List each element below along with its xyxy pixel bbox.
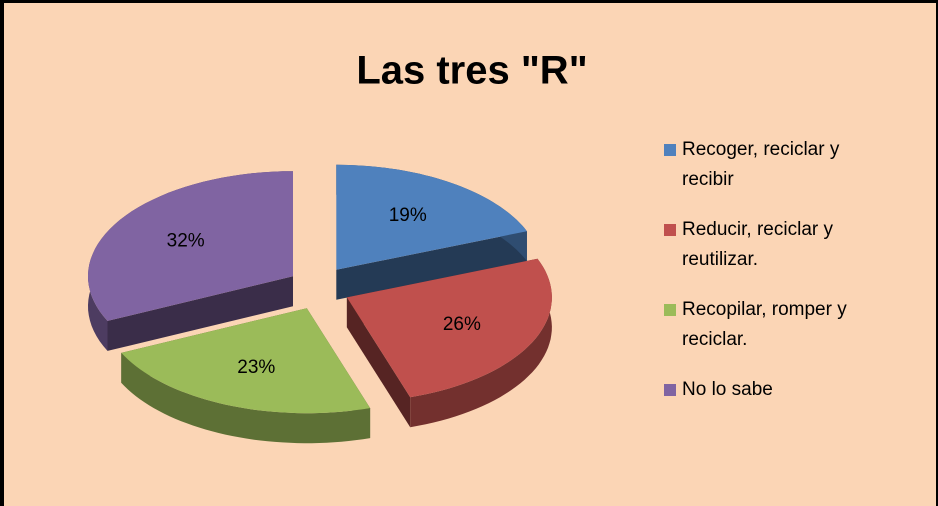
chart: Las tres "R" 19% 26% 23% 32% [88,49,588,444]
slice-side [107,276,293,351]
slice-side [336,231,527,300]
slice-side [121,352,371,444]
legend-item: Reducir, reciclar y reutilizar. [664,215,894,275]
data-label: 19% [389,205,427,226]
legend-swatch [664,384,676,396]
slice [336,164,527,270]
data-label: 32% [167,230,205,251]
legend-swatch [664,224,676,236]
data-label: 23% [237,357,275,378]
slice [346,258,552,398]
legend-label: Recopilar, romper y reciclar. [682,299,847,350]
legend-label: Reducir, reciclar y reutilizar. [682,219,833,270]
legend-item: Recopilar, romper y reciclar. [664,295,894,355]
slice-side [346,297,411,428]
slice [121,308,371,414]
slice-side [410,258,552,428]
data-label: 26% [443,314,481,335]
slice [88,171,293,321]
legend-item: No lo sabe [664,375,894,405]
legend-swatch [664,144,676,156]
legend-label: Recoger, reciclar y recibir [682,139,840,190]
chart-title: Las tres "R" [356,49,587,93]
legend-label: No lo sabe [682,379,773,400]
legend-swatch [664,304,676,316]
legend: Recoger, reciclar y recibir Reducir, reci… [664,135,894,425]
legend-item: Recoger, reciclar y recibir [664,135,894,195]
